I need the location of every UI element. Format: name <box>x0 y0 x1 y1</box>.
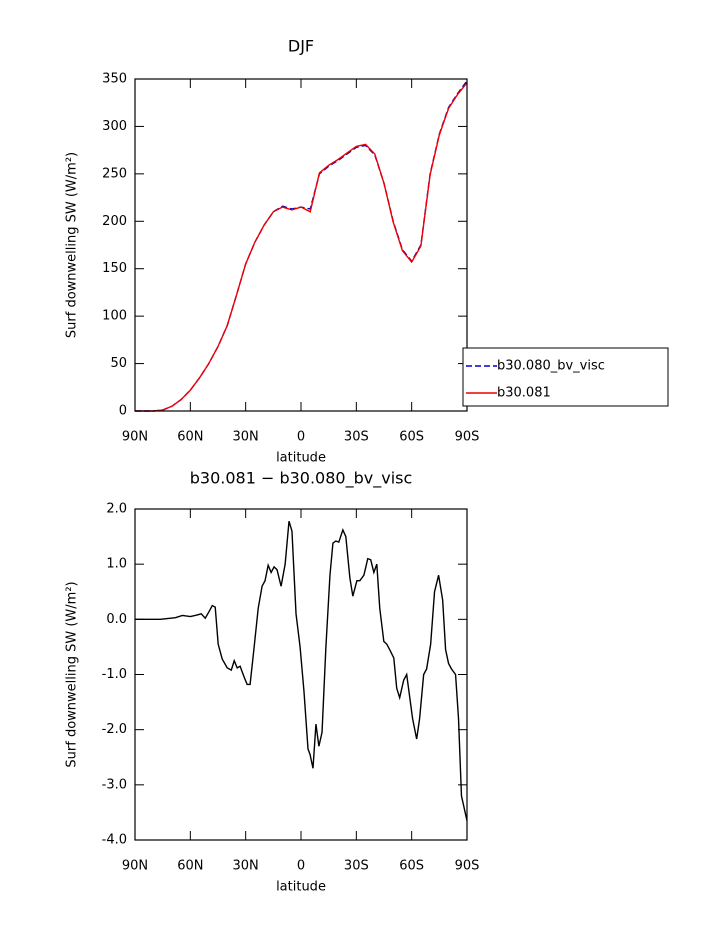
x-tick-label: 60S <box>399 859 424 874</box>
x-tick-label: 60S <box>399 430 424 445</box>
y-tick-label: 50 <box>110 356 127 371</box>
x-axis-label: latitude <box>276 880 326 895</box>
x-tick-label: 30S <box>344 859 369 874</box>
x-tick-label: 90N <box>122 859 148 874</box>
y-tick-label: 0 <box>119 404 127 419</box>
x-tick-label: 30N <box>233 859 259 874</box>
series-line <box>135 82 468 412</box>
plot-frame <box>134 78 468 412</box>
legend-label: b30.081 <box>497 386 551 401</box>
y-axis-label: Surf downwelling SW (W/m²) <box>65 581 80 767</box>
y-tick-label: 100 <box>102 309 127 324</box>
chart-title: DJF <box>288 37 314 56</box>
y-tick-label: -2.0 <box>102 722 127 737</box>
x-tick-label: 0 <box>297 430 305 445</box>
x-tick-label: 30S <box>344 430 369 445</box>
plot-frame <box>134 508 468 841</box>
y-axis-label: Surf downwelling SW (W/m²) <box>65 152 80 338</box>
y-tick-label: 350 <box>102 72 127 87</box>
x-axis-label: latitude <box>276 451 326 466</box>
x-tick-label: 90S <box>455 430 480 445</box>
series-line <box>135 520 468 821</box>
legend-box <box>462 347 669 407</box>
y-tick-label: 300 <box>102 119 127 134</box>
series-line <box>135 80 468 412</box>
y-tick-label: 1.0 <box>106 557 127 572</box>
chart-title: b30.081 − b30.080_bv_visc <box>190 469 413 489</box>
x-tick-label: 0 <box>297 859 305 874</box>
x-tick-label: 60N <box>177 430 203 445</box>
y-tick-label: -3.0 <box>102 777 127 792</box>
x-tick-label: 90S <box>455 859 480 874</box>
y-tick-label: 2.0 <box>106 502 127 517</box>
x-tick-label: 30N <box>233 430 259 445</box>
x-tick-label: 90N <box>122 430 148 445</box>
y-tick-label: 250 <box>102 166 127 181</box>
y-tick-label: 150 <box>102 261 127 276</box>
legend-label: b30.080_bv_visc <box>497 359 605 374</box>
y-tick-label: 200 <box>102 214 127 229</box>
x-tick-label: 60N <box>177 859 203 874</box>
y-tick-label: 0.0 <box>106 612 127 627</box>
y-tick-label: -4.0 <box>102 833 127 848</box>
y-tick-label: -1.0 <box>102 667 127 682</box>
